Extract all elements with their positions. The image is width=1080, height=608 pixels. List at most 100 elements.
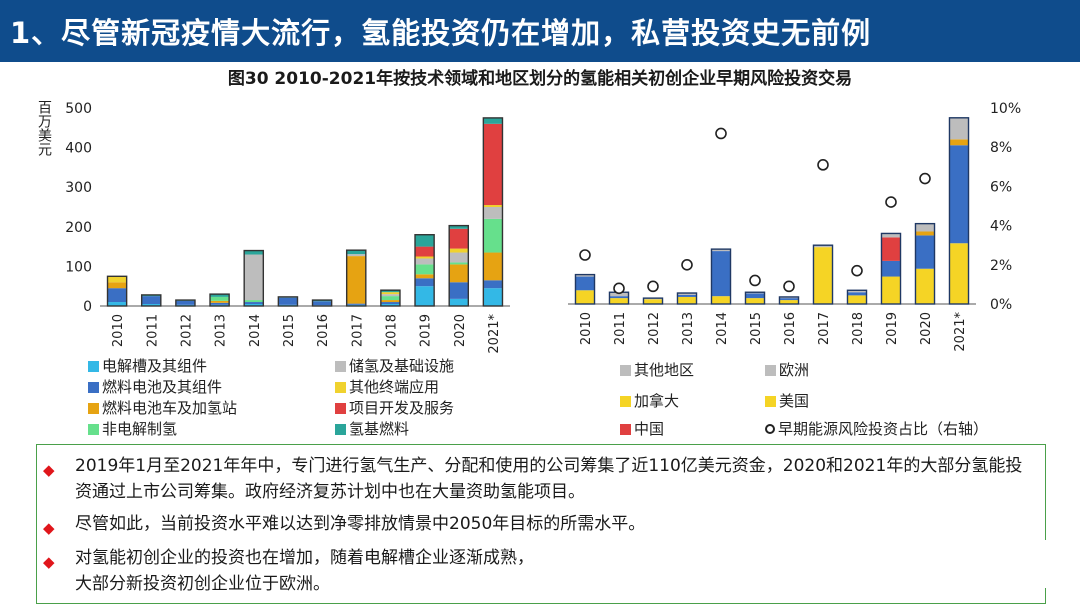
bar-outline — [846, 289, 868, 305]
bar-segment — [575, 274, 595, 277]
legend-swatch — [335, 360, 346, 372]
bar-segment — [380, 292, 400, 295]
legend-swatch — [335, 402, 346, 414]
bar-segment — [449, 248, 469, 253]
bar-segment — [244, 304, 264, 306]
bar-outline — [140, 294, 162, 307]
bar-segment — [643, 299, 663, 304]
legend-swatch — [88, 360, 99, 372]
bar-outline — [676, 292, 698, 305]
share-marker — [919, 172, 931, 185]
notes-box: ◆ 2019年1月至2021年年中，专门进行氢气生产、分配和使用的公司筹集了近1… — [36, 444, 1046, 604]
bar-segment — [483, 205, 503, 207]
tech-area-bar-chart: 0 100 200 300 400 500 2010 2011 2012 2013 2014 2015… — [65, 101, 510, 354]
bar-segment — [847, 290, 867, 293]
bar-segment — [346, 254, 366, 257]
legend-item: 非电解制氢 — [88, 419, 177, 439]
x-tick-label: 2021* — [487, 314, 502, 354]
bar-segment — [881, 233, 901, 238]
legend-label: 项目开发及服务 — [349, 399, 455, 417]
bar-segment — [677, 296, 697, 304]
bar-segment — [609, 292, 629, 297]
legend-swatch — [88, 381, 99, 393]
x-tick-label: 2012 — [179, 314, 194, 347]
x-tick-label: 2010 — [579, 312, 594, 345]
bar-segment — [210, 300, 230, 303]
bar-segment — [244, 302, 264, 305]
legend-swatch — [765, 364, 776, 376]
legend-item: 欧洲 — [765, 360, 809, 380]
bullet-icon: ◆ — [43, 461, 55, 479]
legend-swatch — [620, 423, 631, 435]
bar-segment — [949, 117, 969, 140]
legend-item: 电解槽及其组件 — [88, 356, 207, 376]
legend-circle-icon — [765, 424, 775, 434]
bar-segment — [745, 293, 765, 299]
share-marker — [817, 159, 829, 171]
bar-outline — [175, 299, 196, 307]
y-tick-label: 0 — [83, 299, 92, 315]
bar-outline — [448, 224, 470, 307]
legend-swatch — [620, 364, 631, 376]
bar-outline — [710, 248, 732, 305]
bar-segment — [415, 246, 435, 257]
bar-outline — [482, 117, 504, 307]
legend-swatch — [88, 423, 99, 435]
bar-segment — [107, 276, 127, 283]
note-1: 2019年1月至2021年年中，专门进行氢气生产、分配和使用的公司筹集了近110… — [75, 456, 1023, 502]
bar-segment — [380, 302, 400, 305]
x-tick-label: 2015 — [282, 314, 297, 347]
x-tick-label: 2019 — [419, 314, 434, 347]
y2-tick-label: 0% — [990, 297, 1012, 313]
x-tick-label: 2018 — [384, 314, 399, 347]
bar-segment — [609, 298, 629, 304]
bar-segment — [745, 298, 765, 304]
legend-label: 储氢及基础设施 — [349, 357, 455, 375]
y-tick-label: 300 — [65, 180, 92, 196]
bar-segment — [175, 300, 195, 305]
bar-outline — [948, 117, 970, 305]
bar-segment — [415, 286, 435, 306]
bar-segment — [483, 218, 503, 253]
bar-segment — [483, 288, 503, 306]
fade-overlay — [600, 540, 1048, 588]
bar-segment — [380, 304, 400, 306]
bar-segment — [915, 235, 935, 269]
bar-segment — [677, 294, 697, 297]
x-tick-label: 2013 — [681, 312, 696, 345]
x-tick-label: 2013 — [214, 314, 229, 347]
bar-segment — [949, 139, 969, 146]
bar-segment — [380, 290, 400, 293]
legend-label: 欧洲 — [779, 361, 810, 379]
bar-outline — [574, 273, 596, 305]
y2-tick-label: 10% — [990, 101, 1021, 117]
bar-segment — [483, 117, 503, 124]
bar-outline — [812, 244, 834, 305]
bar-segment — [141, 296, 161, 305]
bar-segment — [210, 302, 230, 305]
y2-tick-label: 2% — [990, 258, 1012, 274]
bar-segment — [380, 300, 400, 303]
legend-item: 加拿大 — [620, 391, 679, 411]
legend-swatch — [765, 395, 776, 407]
x-tick-label: 2014 — [715, 312, 730, 345]
x-tick-label: 2015 — [749, 312, 764, 345]
bar-segment — [881, 276, 901, 304]
bar-outline — [380, 289, 401, 307]
bar-outline — [744, 291, 766, 305]
bar-segment — [847, 292, 867, 296]
bar-segment — [915, 223, 935, 232]
x-tick-label: 2014 — [248, 314, 263, 347]
x-tick-label: 2020 — [453, 314, 468, 347]
bar-segment — [779, 300, 799, 304]
bar-segment — [244, 250, 264, 255]
y-tick-label: 100 — [65, 259, 92, 275]
legend-label: 中国 — [634, 420, 665, 438]
bar-segment — [380, 294, 400, 297]
bar-segment — [312, 301, 332, 306]
x-tick-label: 2016 — [783, 312, 798, 345]
legend-label: 其他终端应用 — [349, 378, 440, 396]
bar-segment — [609, 296, 629, 299]
bar-outline — [642, 297, 664, 305]
legend-swatch — [620, 395, 631, 407]
